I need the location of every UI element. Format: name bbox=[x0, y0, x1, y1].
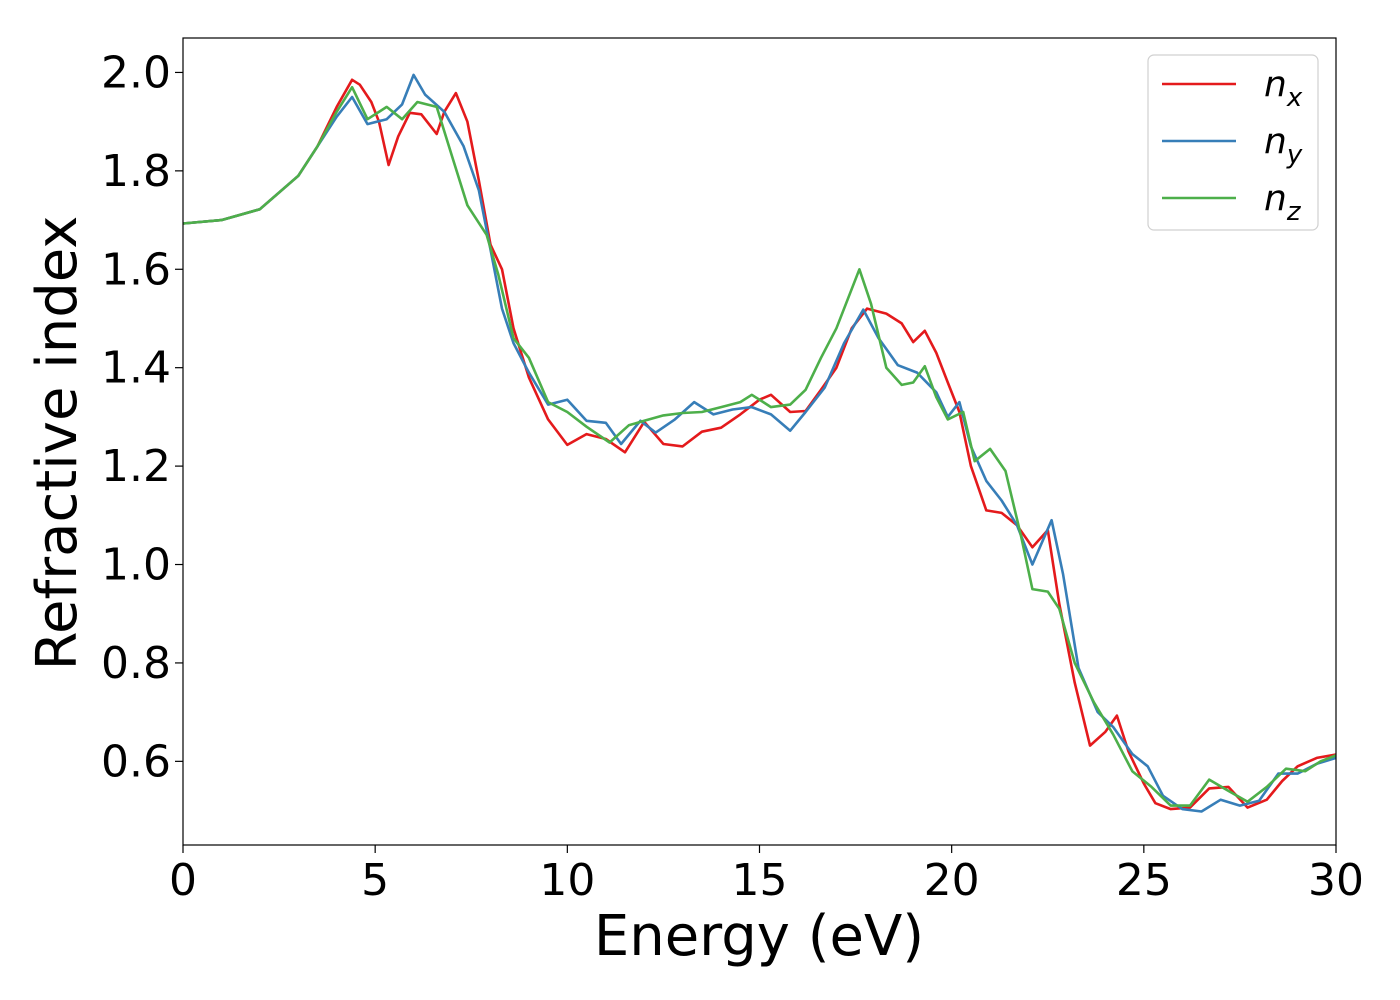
y-tick-label: 1.8 bbox=[101, 146, 171, 197]
y-tick-label: 1.2 bbox=[101, 441, 171, 492]
x-tick-label: 30 bbox=[1308, 855, 1364, 906]
y-axis-label: Refractive index bbox=[25, 216, 90, 671]
legend-box bbox=[1147, 54, 1319, 231]
x-tick-label: 15 bbox=[732, 855, 788, 906]
y-tick-label: 1.4 bbox=[101, 343, 171, 394]
x-tick-label: 0 bbox=[169, 855, 197, 906]
x-tick-label: 25 bbox=[1116, 855, 1172, 906]
y-tick-label: 0.8 bbox=[101, 638, 171, 689]
x-axis-label: Energy (eV) bbox=[594, 904, 924, 969]
series-line-ny bbox=[183, 73, 1336, 813]
x-tick-label: 20 bbox=[924, 855, 980, 906]
legend-subscript: y bbox=[1286, 140, 1303, 170]
x-tick-label: 10 bbox=[539, 855, 595, 906]
y-tick-label: 1.6 bbox=[101, 244, 171, 295]
x-tick-label: 5 bbox=[361, 855, 389, 906]
series-line-nx bbox=[183, 78, 1336, 811]
x-axis-ticks: 0 5 10 15 20 25 30 bbox=[169, 845, 1364, 906]
y-tick-label: 1.0 bbox=[101, 540, 171, 591]
series-line-nz bbox=[183, 85, 1336, 807]
y-tick-label: 2.0 bbox=[101, 47, 171, 98]
series-lines bbox=[183, 73, 1336, 813]
y-tick-label: 0.6 bbox=[101, 736, 171, 787]
y-axis-ticks: 0.6 0.8 1.0 1.2 1.4 1.6 1.8 2.0 bbox=[101, 47, 183, 787]
legend-subscript: z bbox=[1286, 197, 1302, 227]
legend-subscript: x bbox=[1286, 83, 1303, 113]
